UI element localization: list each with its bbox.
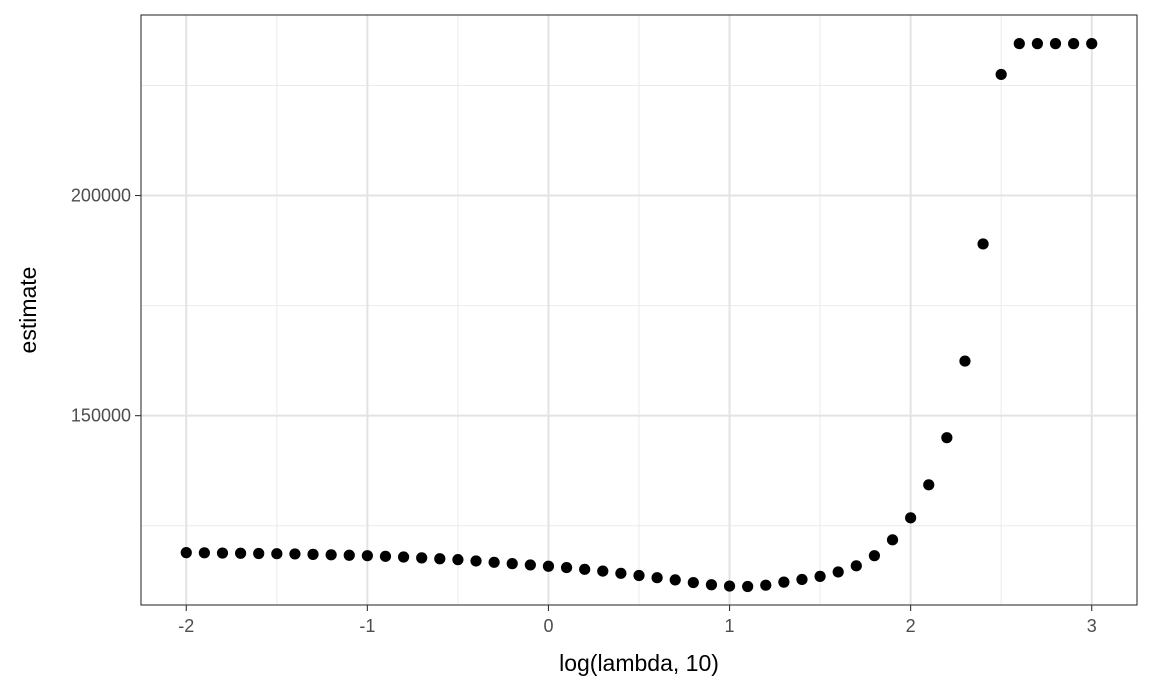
data-point xyxy=(488,556,500,568)
data-point xyxy=(597,565,609,577)
data-point xyxy=(524,559,536,571)
x-axis-title: log(lambda, 10) xyxy=(559,650,719,676)
data-point xyxy=(434,553,446,565)
y-axis-title: estimate xyxy=(15,267,41,354)
data-points xyxy=(180,38,1098,593)
data-point xyxy=(760,579,772,591)
data-point xyxy=(506,558,518,570)
data-point xyxy=(307,548,319,560)
data-point xyxy=(271,548,283,560)
data-point xyxy=(235,547,247,559)
data-point xyxy=(1013,38,1025,50)
data-point xyxy=(941,432,953,444)
data-point xyxy=(796,573,808,586)
data-point xyxy=(959,355,971,367)
data-point xyxy=(742,580,754,593)
data-point xyxy=(579,563,591,575)
data-point xyxy=(216,547,229,559)
data-point xyxy=(669,574,681,586)
x-tick-label: -1 xyxy=(359,616,375,636)
data-point xyxy=(560,561,573,574)
data-point xyxy=(832,566,844,578)
data-point xyxy=(452,554,464,566)
data-point xyxy=(180,547,192,559)
data-point xyxy=(886,534,899,546)
data-point xyxy=(416,552,428,564)
x-tick-label: -2 xyxy=(178,616,194,636)
data-point xyxy=(253,547,265,560)
data-point xyxy=(1031,38,1043,50)
data-point xyxy=(1049,38,1062,50)
x-tick-label: 3 xyxy=(1087,616,1097,636)
major-gridlines xyxy=(141,15,1137,605)
data-point xyxy=(868,550,881,562)
data-point xyxy=(289,548,301,560)
y-tick-label: 150000 xyxy=(71,406,131,426)
data-point xyxy=(470,555,482,567)
data-point xyxy=(633,569,645,582)
data-point xyxy=(198,547,210,559)
data-point xyxy=(343,549,355,561)
data-point xyxy=(615,567,627,579)
data-point xyxy=(923,479,935,491)
data-point xyxy=(905,512,917,524)
data-point xyxy=(723,580,736,592)
data-point xyxy=(778,576,790,588)
data-point xyxy=(397,551,410,563)
data-point xyxy=(995,68,1007,81)
data-point xyxy=(542,560,555,572)
data-point xyxy=(325,549,337,561)
data-point xyxy=(1086,38,1098,50)
data-point xyxy=(687,576,699,589)
x-axis: -2 -1 0 1 2 3 xyxy=(178,605,1097,636)
data-point xyxy=(705,579,718,591)
minor-gridlines xyxy=(141,15,1137,605)
data-point xyxy=(814,570,826,582)
y-axis: 150000 200000 xyxy=(71,186,141,426)
y-tick-label: 200000 xyxy=(71,186,131,206)
panel-border xyxy=(140,14,1138,606)
data-point xyxy=(850,560,862,572)
x-tick-label: 1 xyxy=(725,616,735,636)
x-tick-label: 2 xyxy=(906,616,916,636)
data-point xyxy=(977,238,989,250)
data-point xyxy=(379,550,392,562)
data-point xyxy=(361,550,373,562)
data-point xyxy=(651,572,663,584)
x-tick-label: 0 xyxy=(543,616,553,636)
data-point xyxy=(1068,38,1080,50)
